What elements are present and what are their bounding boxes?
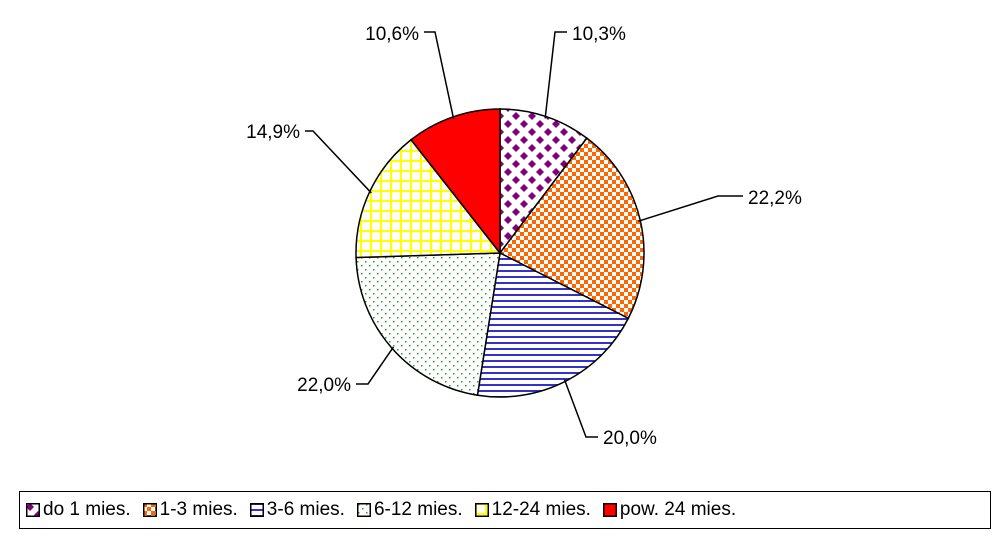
legend-swatch-icon [249, 503, 264, 517]
data-label-5: 14,9% [246, 122, 300, 143]
legend-label: 3-6 mies. [266, 499, 345, 520]
legend: do 1 mies. 1-3 mies. 3-6 mies. 6-12 mies. 12… [19, 491, 991, 529]
legend-swatch-icon [474, 503, 489, 517]
legend-label: 12-24 mies. [491, 499, 591, 520]
legend-label: do 1 mies. [43, 499, 131, 520]
legend-item-4: 6-12 mies. [356, 499, 463, 521]
legend-item-1: do 1 mies. [26, 499, 131, 521]
legend-swatch-icon [142, 503, 157, 517]
legend-swatch-icon [26, 503, 40, 517]
leader-line-1 [544, 31, 567, 119]
data-label-6: 10,6% [365, 24, 419, 45]
leader-line-3 [563, 379, 598, 438]
legend-swatch-icon [602, 503, 617, 517]
data-label-2: 22,2% [748, 188, 802, 209]
legend-item-5: 12-24 mies. [474, 499, 591, 521]
legend-swatch-icon [356, 503, 371, 517]
legend-label: 1-3 mies. [159, 499, 238, 520]
legend-item-2: 1-3 mies. [142, 499, 238, 521]
legend-item-3: 3-6 mies. [249, 499, 345, 521]
data-label-4: 22,0% [297, 375, 351, 396]
leader-line-2 [638, 195, 743, 222]
leader-line-5 [305, 130, 372, 194]
leader-line-6 [424, 31, 455, 119]
legend-label: 6-12 mies. [373, 499, 463, 520]
legend-label: pow. 24 mies. [619, 499, 737, 520]
leader-line-4 [356, 346, 395, 385]
data-label-3: 20,0% [603, 428, 657, 449]
pie-chart: 10,3% 22,2% 20,0% 22,0% 14,9% 10,6% [246, 24, 802, 449]
data-label-1: 10,3% [572, 24, 626, 45]
pie-slice-4 [355, 252, 501, 397]
legend-item-6: pow. 24 mies. [602, 499, 737, 521]
